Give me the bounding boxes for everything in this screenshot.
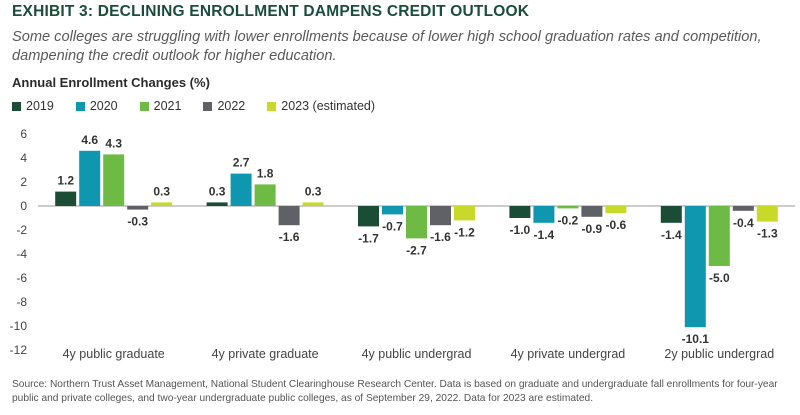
legend-swatch xyxy=(203,101,213,111)
data-label: 0.3 xyxy=(305,184,322,198)
legend-label: 2023 (estimated) xyxy=(281,99,376,113)
y-tick-label: -8 xyxy=(16,295,27,309)
y-tick-label: -10 xyxy=(10,319,28,333)
x-tick-label: 4y private undergrad xyxy=(511,347,626,361)
data-label: 2.7 xyxy=(233,156,250,170)
y-tick-label: -12 xyxy=(10,343,28,357)
bar-2021 xyxy=(254,184,276,206)
data-label: 1.8 xyxy=(257,166,274,180)
bar-2020 xyxy=(382,206,403,215)
legend-item: 2022 xyxy=(203,99,245,113)
bar-2019 xyxy=(358,206,379,227)
bar-2022 xyxy=(581,206,603,217)
bar-2020 xyxy=(533,206,555,223)
data-label: -10.1 xyxy=(682,332,710,346)
chart-title: EXHIBIT 3: DECLINING ENROLLMENT DAMPENS … xyxy=(12,3,530,20)
bar-2020 xyxy=(230,173,252,206)
source-note: Source: Northern Trust Asset Management,… xyxy=(12,379,778,404)
legend-swatch xyxy=(267,101,277,111)
bar-2019 xyxy=(206,202,228,206)
bar-2022 xyxy=(732,206,754,211)
bar-2023-estimated- xyxy=(756,206,778,222)
y-tick-label: 4 xyxy=(20,151,27,165)
bar-2020 xyxy=(684,206,706,328)
legend-label: 2022 xyxy=(217,99,246,113)
data-label: -1.7 xyxy=(358,231,379,245)
x-tick-label: 4y public undergrad xyxy=(362,347,472,361)
data-label: -1.6 xyxy=(430,230,451,244)
data-label: -0.7 xyxy=(382,219,403,233)
y-tick-label: -4 xyxy=(16,247,27,261)
data-label: -0.6 xyxy=(606,218,627,232)
data-label: -0.2 xyxy=(558,213,579,227)
legend-label: 2020 xyxy=(89,99,118,113)
bar-2020 xyxy=(79,150,101,206)
data-label: 0.3 xyxy=(153,184,170,198)
data-label: -1.0 xyxy=(510,223,531,237)
legend-swatch xyxy=(12,101,21,111)
y-tick-label: 6 xyxy=(20,127,27,141)
bar-2021 xyxy=(557,206,579,209)
data-label: 4.3 xyxy=(105,136,122,150)
data-label: -1.4 xyxy=(534,228,555,242)
bar-2021 xyxy=(103,154,125,206)
data-label: -0.4 xyxy=(733,216,754,230)
legend-label: 2021 xyxy=(153,99,182,113)
y-tick-label: -6 xyxy=(16,271,27,285)
legend-swatch xyxy=(75,101,85,111)
data-label: 1.2 xyxy=(57,174,74,188)
bar-2023-estimated- xyxy=(151,202,173,206)
y-tick-label: 0 xyxy=(20,199,27,213)
data-label: -0.3 xyxy=(127,215,148,229)
x-tick-label: 4y private graduate xyxy=(212,347,319,361)
data-label: -1.2 xyxy=(454,225,475,239)
bar-2023-estimated- xyxy=(605,206,627,214)
bar-2022 xyxy=(278,206,300,226)
legend-item: 2020 xyxy=(75,99,118,113)
bar-2022 xyxy=(127,206,149,210)
x-tick-label: 2y public undergrad xyxy=(664,347,774,361)
bar-2019 xyxy=(509,206,531,218)
legend-item: 2021 xyxy=(139,99,182,113)
bar-2019 xyxy=(55,191,77,206)
legend-item: 2023 (estimated) xyxy=(267,99,375,113)
legend-item: 2019 xyxy=(12,99,54,113)
data-label: -5.0 xyxy=(709,271,730,285)
bar-2022 xyxy=(430,206,451,226)
data-label: 0.3 xyxy=(209,184,226,198)
data-label: -1.6 xyxy=(279,230,300,244)
y-tick-label: 2 xyxy=(20,175,27,189)
legend-swatch xyxy=(139,101,149,111)
bar-2021 xyxy=(708,206,730,266)
bar-2021 xyxy=(406,206,427,239)
data-label: -0.9 xyxy=(582,222,603,236)
y-tick-label: -2 xyxy=(16,223,27,237)
bar-chart: 6 4 2 0 -2 -4 -6 -8 -10 -12 1.2 4.6 4.3 -0.3 0.3 4y pub… xyxy=(10,127,795,361)
data-label: -1.3 xyxy=(757,227,778,241)
legend: 2019 2020 2021 2022 2023 (estimated) xyxy=(12,98,397,114)
bar-2023-estimated- xyxy=(454,206,475,221)
y-axis-title: Annual Enrollment Changes (%) xyxy=(12,75,210,90)
bar-2019 xyxy=(660,206,682,223)
data-label: 4.6 xyxy=(81,133,98,147)
bar-2023-estimated- xyxy=(302,202,324,206)
x-tick-label: 4y public graduate xyxy=(63,347,165,361)
legend-label: 2019 xyxy=(26,99,54,113)
chart-subtitle: Some colleges are struggling with lower … xyxy=(12,29,762,64)
data-label: -1.4 xyxy=(661,228,682,242)
data-label: -2.7 xyxy=(406,243,427,257)
